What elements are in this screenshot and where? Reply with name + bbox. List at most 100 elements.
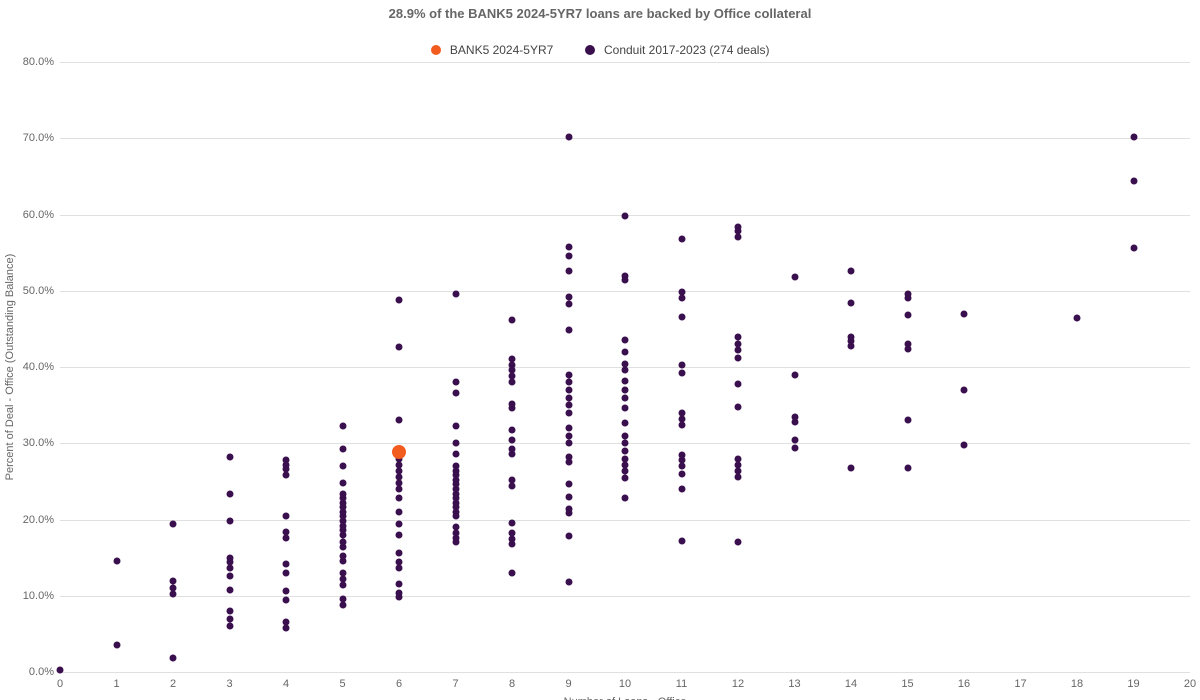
data-point-conduit [565,252,572,259]
data-point-conduit [226,490,233,497]
data-point-conduit [226,608,233,615]
data-point-conduit [283,618,290,625]
data-point-conduit [678,409,685,416]
gridline [60,62,1190,63]
data-point-conduit [622,377,629,384]
x-tick-label: 16 [958,678,970,690]
legend-item-series1: BANK5 2024-5YR7 [431,42,554,57]
data-point-conduit [339,601,346,608]
data-point-conduit [396,531,403,538]
legend-label-series1: BANK5 2024-5YR7 [450,43,553,57]
data-point-conduit [565,505,572,512]
x-tick-label: 19 [1127,678,1139,690]
data-point-conduit [678,235,685,242]
data-point-conduit [565,440,572,447]
y-tick-label: 70.0% [8,132,54,144]
y-tick-label: 40.0% [8,361,54,373]
data-point-conduit [452,530,459,537]
data-point-conduit [678,295,685,302]
data-point-conduit [735,461,742,468]
data-point-conduit [396,461,403,468]
data-point-conduit [622,495,629,502]
data-point-conduit [622,432,629,439]
data-point-conduit [452,524,459,531]
x-tick-label: 8 [509,678,515,690]
data-point-conduit [791,414,798,421]
data-point-conduit [565,379,572,386]
data-point-conduit [622,447,629,454]
data-point-conduit [848,267,855,274]
data-point-conduit [735,380,742,387]
data-point-conduit [226,518,233,525]
data-point-conduit [622,467,629,474]
data-point-conduit [565,579,572,586]
data-point-conduit [678,486,685,493]
data-point-conduit [565,327,572,334]
data-point-conduit [339,490,346,497]
data-point-conduit [509,569,516,576]
data-point-conduit [678,289,685,296]
x-tick-label: 9 [565,678,571,690]
gridline [60,138,1190,139]
plot-area: Percent of Deal - Office (Outstanding Ba… [60,62,1190,672]
data-point-conduit [509,476,516,483]
y-tick-label: 60.0% [8,209,54,221]
data-point-conduit [283,569,290,576]
data-point-conduit [452,379,459,386]
data-point-conduit [509,316,516,323]
data-point-conduit [622,405,629,412]
data-point-conduit [339,463,346,470]
data-point-conduit [396,486,403,493]
y-tick-label: 30.0% [8,437,54,449]
data-point-conduit [339,582,346,589]
data-point-conduit [565,386,572,393]
data-point-conduit [396,508,403,515]
data-point-conduit [622,360,629,367]
data-point-conduit [678,421,685,428]
legend-item-series2: Conduit 2017-2023 (274 deals) [585,42,770,57]
gridline [60,672,1190,673]
data-point-conduit [791,437,798,444]
data-point-conduit [509,536,516,543]
data-point-conduit [283,472,290,479]
x-tick-label: 15 [901,678,913,690]
data-point-conduit [283,457,290,464]
data-point-conduit [509,437,516,444]
data-point-conduit [396,467,403,474]
data-point-conduit [396,417,403,424]
data-point-conduit [170,655,177,662]
data-point-conduit [565,425,572,432]
data-point-conduit [1074,315,1081,322]
data-point-conduit [791,444,798,451]
x-tick-label: 18 [1071,678,1083,690]
data-point-conduit [396,344,403,351]
data-point-conduit [396,296,403,303]
y-tick-label: 50.0% [8,285,54,297]
legend: BANK5 2024-5YR7 Conduit 2017-2023 (274 d… [0,42,1200,57]
data-point-conduit [452,423,459,430]
data-point-conduit [339,595,346,602]
data-point-conduit [735,333,742,340]
data-point-conduit [396,565,403,572]
x-tick-label: 10 [619,678,631,690]
data-point-conduit [735,341,742,348]
data-point-conduit [283,588,290,595]
data-point-conduit [961,386,968,393]
data-point-conduit [339,539,346,546]
data-point-conduit [565,133,572,140]
data-point-conduit [283,560,290,567]
chart-container: 28.9% of the BANK5 2024-5YR7 loans are b… [0,0,1200,700]
x-tick-label: 20 [1184,678,1196,690]
data-point-conduit [678,470,685,477]
data-point-conduit [113,557,120,564]
data-point-conduit [226,572,233,579]
data-point-conduit [622,213,629,220]
data-point-conduit [452,389,459,396]
data-point-conduit [339,569,346,576]
legend-swatch-series1 [431,45,441,55]
x-tick-label: 17 [1014,678,1026,690]
data-point-conduit [509,426,516,433]
data-point-conduit [622,394,629,401]
data-point-conduit [226,615,233,622]
gridline [60,596,1190,597]
